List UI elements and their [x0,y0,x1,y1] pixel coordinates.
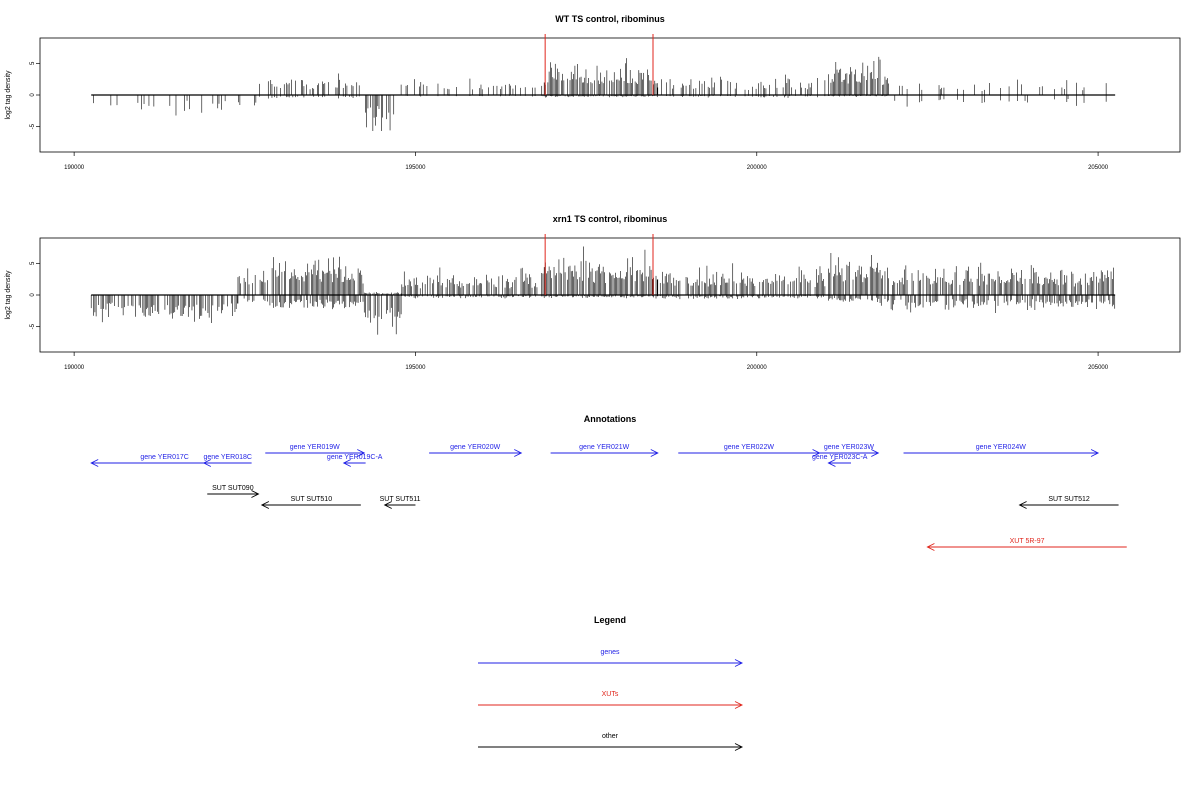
x-tick-label: 190000 [64,365,85,371]
x-tick-label: 190000 [64,165,85,171]
annotation-label: gene YER018C [203,454,252,461]
legend: Legend genes XUTs other [478,615,744,751]
arrowhead-icon [734,659,744,667]
legend-label: genes [600,649,620,656]
annotation-label: SUT SUT512 [1048,496,1090,503]
annotations-title: Annotations [584,414,637,424]
arrowhead-icon [827,459,836,467]
y-tick-label: 0 [30,93,36,97]
annotation-feature: gene YER020W [429,444,523,457]
legend-label: other [602,733,619,740]
signal-bars [90,246,1116,335]
annotation-feature: SUT SUT512 [1018,496,1119,509]
chart-title: WT TS control, ribominus [555,14,665,24]
legend-label: XUTs [602,691,619,698]
arrowhead-icon [202,459,212,467]
y-axis-label: log2 tag density [5,70,12,120]
annotation-feature: XUT 5R-97 [926,538,1127,551]
arrowhead-icon [383,501,392,509]
arrowhead-icon [734,701,744,709]
y-tick-label: -5 [30,323,36,329]
x-tick-label: 200000 [747,365,768,371]
y-tick-label: 5 [30,61,36,65]
x-tick-label: 205000 [1088,165,1109,171]
legend-item: other [478,733,744,751]
annotation-feature: SUT SUT510 [260,496,361,509]
xrn1-panel: xrn1 TS control, ribominus log2 tag densi… [5,214,1181,371]
annotation-feature: gene YER024W [903,444,1100,457]
y-tick-label: -5 [30,123,36,129]
arrowhead-icon [514,449,523,457]
annotation-label: gene YER023W [824,444,874,451]
annotation-feature: gene YER018C [202,454,252,467]
signal-bars [93,56,1107,131]
annotation-feature: SUT SUT511 [380,496,421,509]
y-axis-label: log2 tag density [5,270,12,320]
arrowhead-icon [1090,449,1100,457]
x-tick-label: 205000 [1088,365,1109,371]
arrowhead-icon [871,449,880,457]
annotation-label: XUT 5R-97 [1010,538,1045,545]
arrowhead-icon [260,501,270,509]
annotation-label: gene YER021W [579,444,629,451]
arrowhead-icon [90,459,99,467]
annotation-label: gene YER022W [724,444,774,451]
annotation-label: SUT SUT090 [212,485,254,492]
annotation-label: gene YER017C [140,454,189,461]
arrowhead-icon [734,743,744,751]
arrowhead-icon [342,459,351,467]
y-tick-label: 0 [30,293,36,297]
annotation-feature: gene YER021W [550,444,659,457]
x-tick-label: 195000 [405,165,426,171]
legend-item: XUTs [478,691,744,709]
annotation-feature: SUT SUT090 [207,485,260,498]
annotation-label: gene YER020W [450,444,500,451]
annotation-label: SUT SUT511 [380,496,421,503]
annotation-label: gene YER019C-A [327,454,383,461]
annotation-label: gene YER019W [290,444,340,451]
annotation-feature: gene YER019W [265,444,366,457]
x-tick-label: 200000 [747,165,768,171]
x-tick-label: 195000 [405,365,426,371]
annotation-label: SUT SUT510 [291,496,333,503]
annotation-label: gene YER024W [976,444,1026,451]
annotations-track: Annotations gene YER017C gene YER018C gene… [90,414,1127,551]
chart-title: xrn1 TS control, ribominus [553,214,668,224]
arrowhead-icon [1018,501,1027,509]
legend-title: Legend [594,615,626,625]
annotation-label: gene YER023C-A [812,454,868,461]
arrowhead-icon [357,449,366,457]
arrowhead-icon [650,449,659,457]
arrowhead-icon [926,543,935,551]
annotation-feature: gene YER023W [819,444,880,457]
annotation-feature: gene YER019C-A [327,454,383,467]
legend-item: genes [478,649,744,667]
arrowhead-icon [251,490,260,498]
y-tick-label: 5 [30,261,36,265]
wt-panel: WT TS control, ribominus log2 tag density… [5,14,1181,171]
annotation-feature: gene YER023C-A [812,454,868,467]
annotation-feature: gene YER022W [678,444,821,457]
